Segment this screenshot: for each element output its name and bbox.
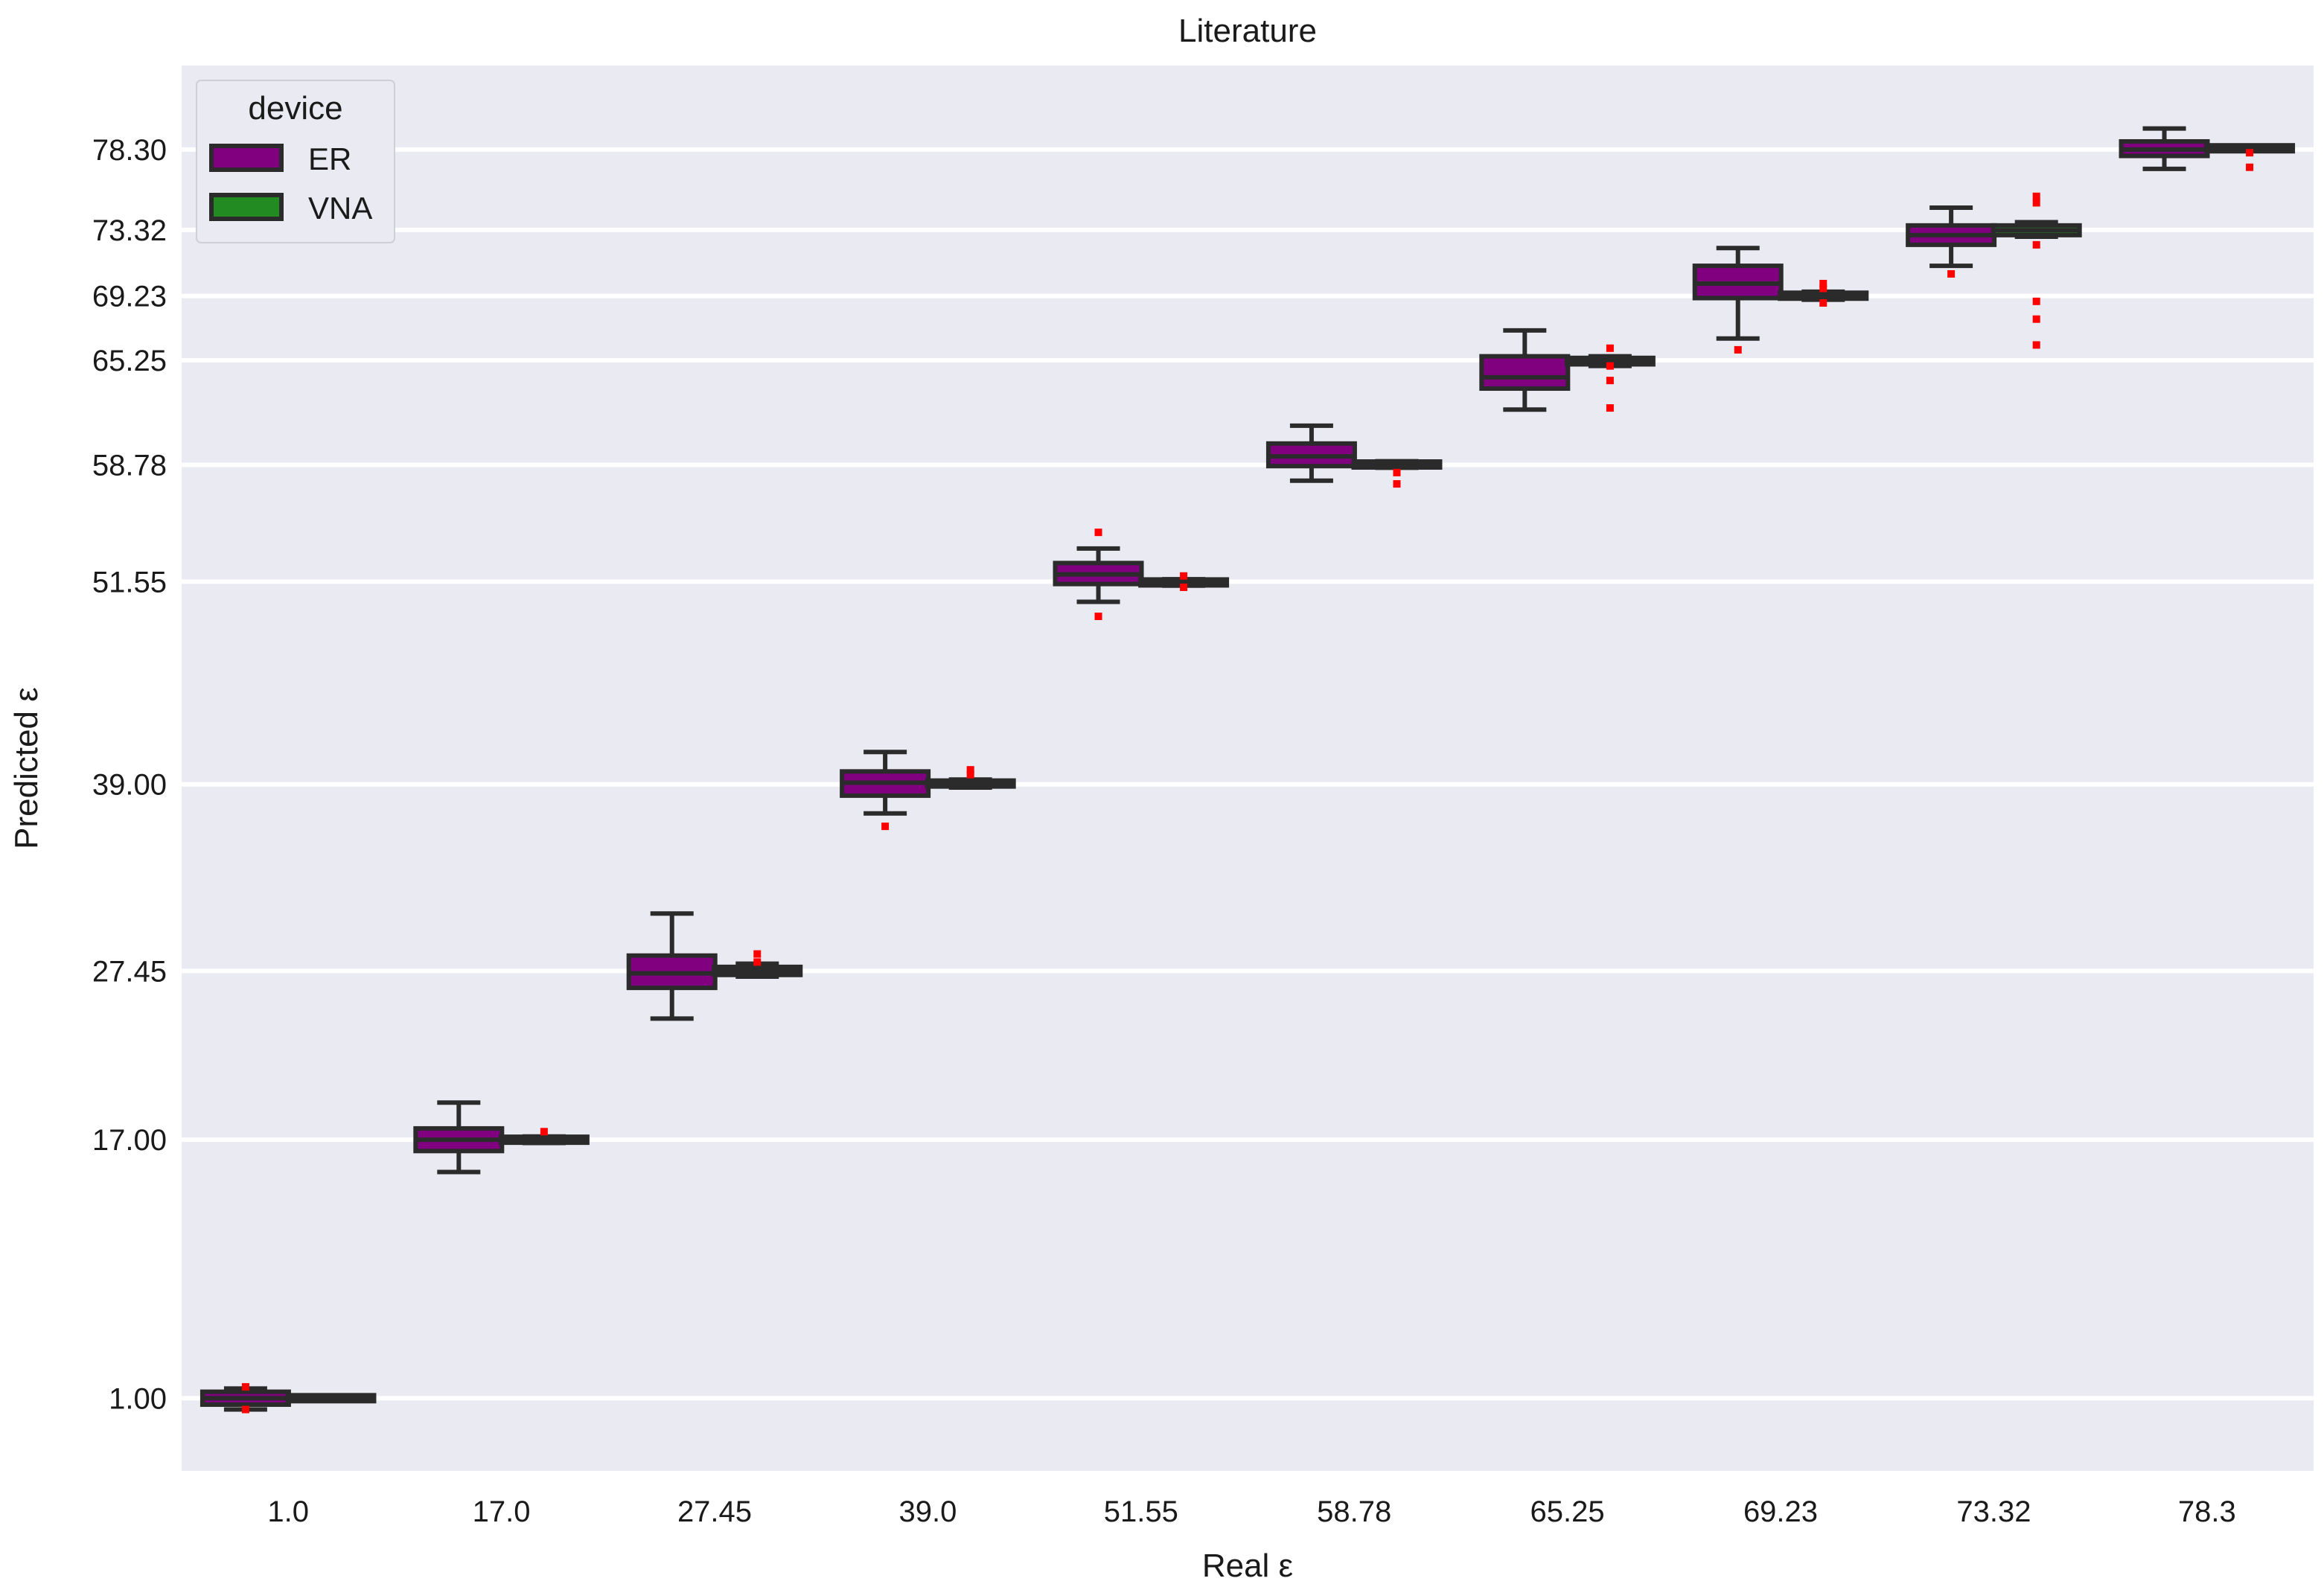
box-vna bbox=[1991, 192, 2082, 349]
outlier-point bbox=[753, 950, 762, 958]
outlier-point bbox=[1393, 480, 1401, 488]
x-tick-label: 65.25 bbox=[1530, 1495, 1605, 1528]
plot-background bbox=[182, 66, 2314, 1471]
y-tick-label: 73.32 bbox=[92, 214, 167, 247]
box-vna bbox=[285, 1393, 377, 1404]
y-tick-label: 27.45 bbox=[92, 955, 167, 988]
x-tick-label: 1.0 bbox=[267, 1495, 309, 1528]
outlier-point bbox=[241, 1383, 249, 1391]
outlier-point bbox=[1180, 572, 1188, 580]
outlier-point bbox=[1819, 279, 1827, 287]
y-axis-label: Predicted ε bbox=[8, 687, 45, 849]
x-tick-label: 51.55 bbox=[1104, 1495, 1178, 1528]
box-vna bbox=[925, 766, 1016, 791]
outlier-point bbox=[2032, 240, 2040, 249]
legend: device ER VNA bbox=[196, 80, 395, 243]
outlier-point bbox=[1606, 404, 1614, 412]
outlier-point bbox=[2246, 163, 2254, 171]
outlier-point bbox=[2246, 149, 2254, 157]
box-vna bbox=[1138, 572, 1230, 591]
legend-label-er: ER bbox=[308, 141, 351, 176]
outlier-point bbox=[881, 823, 890, 831]
outlier-point bbox=[1819, 299, 1827, 307]
box-er bbox=[1265, 423, 1357, 483]
box-vna bbox=[1778, 279, 1869, 307]
y-tick-label: 1.00 bbox=[109, 1382, 167, 1415]
outlier-point bbox=[1094, 529, 1102, 537]
legend-swatch-er bbox=[209, 144, 284, 172]
x-axis-label: Real ε bbox=[1202, 1548, 1293, 1584]
legend-title: device bbox=[248, 90, 342, 127]
outlier-point bbox=[2032, 192, 2040, 200]
outlier-point bbox=[2032, 199, 2040, 207]
outlier-point bbox=[1819, 284, 1827, 293]
chart-title: Literature bbox=[1178, 13, 1317, 49]
outlier-point bbox=[753, 958, 762, 966]
x-tick-label: 39.0 bbox=[898, 1495, 957, 1528]
box-er bbox=[199, 1383, 291, 1414]
outlier-point bbox=[241, 1405, 249, 1414]
box-vna bbox=[498, 1128, 590, 1146]
y-tick-label: 58.78 bbox=[92, 449, 167, 482]
y-tick-label: 69.23 bbox=[92, 281, 167, 313]
x-tick-label: 73.32 bbox=[1956, 1495, 2031, 1528]
box-er bbox=[1053, 529, 1144, 621]
box-er bbox=[2119, 126, 2210, 171]
x-tick-label: 69.23 bbox=[1743, 1495, 1818, 1528]
outlier-point bbox=[1606, 362, 1614, 370]
box-vna bbox=[1351, 459, 1443, 488]
legend-swatch-vna bbox=[209, 193, 284, 221]
y-tick-label: 39.00 bbox=[92, 769, 167, 802]
y-tick-label: 65.25 bbox=[92, 345, 167, 377]
box-er bbox=[1479, 328, 1571, 412]
y-tick-labels: 1.00 17.00 27.45 39.00 51.55 58.78 65.25 69.23 7… bbox=[92, 134, 167, 1415]
x-tick-label: 58.78 bbox=[1317, 1495, 1391, 1528]
outlier-point bbox=[1947, 269, 1956, 278]
outlier-point bbox=[1734, 345, 1742, 354]
x-tick-label: 17.0 bbox=[473, 1495, 531, 1528]
y-tick-label: 51.55 bbox=[92, 566, 167, 598]
outlier-point bbox=[1606, 377, 1614, 385]
y-tick-label: 78.30 bbox=[92, 134, 167, 167]
legend-label-vna: VNA bbox=[308, 191, 372, 226]
outlier-point bbox=[2032, 315, 2040, 323]
outlier-point bbox=[966, 766, 974, 774]
outlier-point bbox=[2032, 341, 2040, 349]
y-tick-label: 17.00 bbox=[92, 1124, 167, 1157]
box-vna bbox=[1564, 344, 1656, 412]
box-er bbox=[1692, 246, 1784, 354]
outlier-point bbox=[1094, 613, 1102, 621]
box-er bbox=[626, 911, 718, 1021]
box-series bbox=[199, 126, 2296, 1414]
box-er bbox=[1906, 205, 1997, 278]
x-tick-label: 27.45 bbox=[677, 1495, 752, 1528]
box-body bbox=[1479, 354, 1571, 392]
outlier-point bbox=[1180, 583, 1188, 591]
outlier-point bbox=[1393, 468, 1401, 476]
outlier-point bbox=[540, 1128, 548, 1136]
outlier-point bbox=[966, 770, 974, 779]
x-tick-labels: 1.0 17.0 27.45 39.0 51.55 58.78 65.25 69.23 73.3… bbox=[267, 1495, 2235, 1528]
box-vna bbox=[2204, 143, 2296, 171]
outlier-point bbox=[2032, 297, 2040, 305]
outlier-point bbox=[1606, 344, 1614, 352]
x-tick-label: 78.3 bbox=[2178, 1495, 2236, 1528]
box-vna bbox=[712, 950, 803, 979]
